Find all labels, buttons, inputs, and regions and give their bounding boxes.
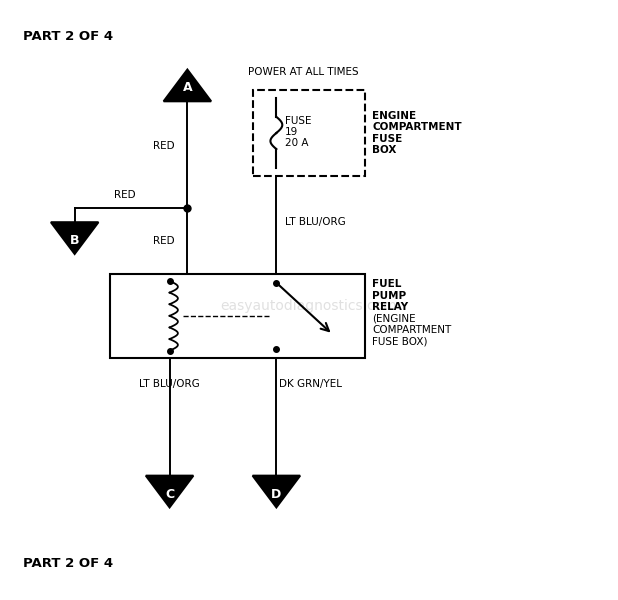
Text: FUSE: FUSE [373, 134, 403, 144]
Text: LT BLU/ORG: LT BLU/ORG [139, 379, 200, 389]
Text: A: A [182, 82, 192, 94]
Text: D: D [271, 488, 281, 500]
Bar [253, 90, 365, 176]
Polygon shape [253, 476, 300, 508]
Bar [110, 274, 365, 358]
Text: FUSE BOX): FUSE BOX) [373, 337, 428, 347]
Text: LT BLU/ORG: LT BLU/ORG [286, 217, 346, 227]
Text: easyautodiagnostics.com: easyautodiagnostics.com [221, 299, 397, 313]
Text: PART 2 OF 4: PART 2 OF 4 [23, 557, 113, 569]
Text: (ENGINE: (ENGINE [373, 314, 416, 324]
Text: 19: 19 [285, 127, 298, 137]
Text: COMPARTMENT: COMPARTMENT [373, 325, 452, 335]
Text: BOX: BOX [373, 145, 397, 155]
Text: ENGINE: ENGINE [373, 110, 417, 121]
Text: FUSE: FUSE [285, 116, 311, 127]
Text: PUMP: PUMP [373, 290, 407, 301]
Text: COMPARTMENT: COMPARTMENT [373, 122, 462, 132]
Polygon shape [164, 70, 211, 101]
Text: RED: RED [153, 141, 174, 151]
Text: RED: RED [114, 190, 136, 200]
Text: PART 2 OF 4: PART 2 OF 4 [23, 31, 113, 43]
Text: POWER AT ALL TIMES: POWER AT ALL TIMES [248, 67, 358, 77]
Text: 20 A: 20 A [285, 139, 308, 148]
Polygon shape [146, 476, 193, 508]
Text: FUEL: FUEL [373, 279, 402, 289]
Text: B: B [70, 234, 79, 247]
Text: RED: RED [153, 236, 174, 246]
Polygon shape [51, 222, 98, 254]
Text: DK GRN/YEL: DK GRN/YEL [279, 379, 342, 389]
Text: RELAY: RELAY [373, 302, 408, 312]
Text: C: C [165, 488, 174, 500]
